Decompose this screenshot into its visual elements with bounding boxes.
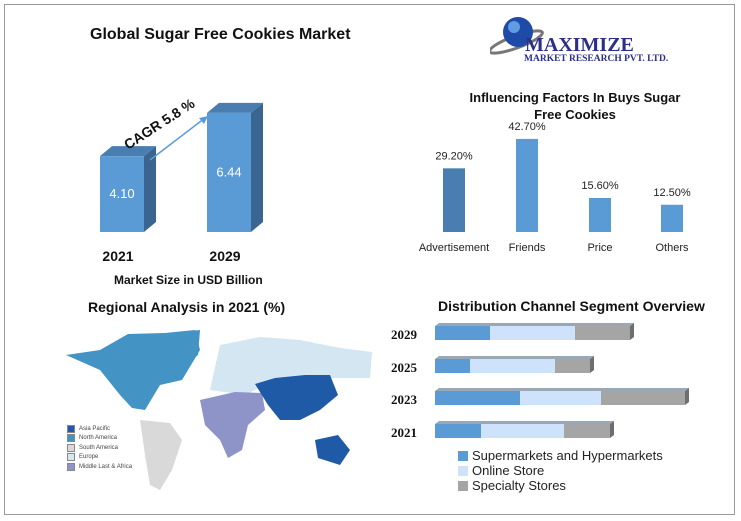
map-legend-item: Europe bbox=[67, 453, 132, 463]
data-label: 15.60% bbox=[581, 180, 619, 192]
bar-segment bbox=[435, 391, 520, 405]
legend-label: North America bbox=[79, 435, 118, 442]
bar bbox=[207, 112, 251, 232]
map-europe-russia bbox=[210, 337, 372, 395]
legend-swatch bbox=[67, 443, 75, 452]
bar-side bbox=[630, 323, 634, 340]
legend-swatch bbox=[458, 450, 468, 461]
tick-label: 2021 bbox=[102, 248, 133, 264]
tick-label: 2023 bbox=[391, 392, 418, 407]
bar-top bbox=[435, 421, 614, 424]
bar-top bbox=[435, 388, 689, 391]
bar-segment bbox=[575, 326, 630, 340]
arrow-head bbox=[199, 116, 208, 124]
cagr-arrow bbox=[149, 117, 206, 161]
map-legend-item: Middle Last & Africa bbox=[67, 462, 132, 472]
legend-label: Online Store bbox=[472, 463, 545, 478]
bar-segment bbox=[555, 359, 590, 373]
bar-side bbox=[251, 102, 263, 232]
map-legend-item: North America bbox=[67, 434, 132, 444]
legend-swatch bbox=[67, 424, 75, 433]
map-asia bbox=[255, 375, 338, 420]
legend-label: South America bbox=[79, 444, 119, 451]
legend-label: Europe bbox=[79, 454, 99, 461]
bar-segment bbox=[435, 424, 481, 438]
bar-segment bbox=[520, 391, 601, 405]
bar bbox=[516, 138, 538, 232]
legend-label: Asia Pacific bbox=[79, 425, 111, 432]
bar-side bbox=[685, 388, 689, 405]
bar bbox=[100, 156, 144, 232]
map-africa-me bbox=[200, 392, 265, 458]
market-chart-xlabel: Market Size in USD Billion bbox=[114, 273, 263, 287]
bar-segment bbox=[435, 326, 490, 340]
factors-chart-title: Influencing Factors In Buys Sugar Free C… bbox=[469, 90, 681, 122]
legend-swatch bbox=[458, 465, 468, 476]
bar-top bbox=[435, 323, 634, 326]
bar-top bbox=[207, 102, 263, 113]
legend-label: Supermarkets and Hypermarkets bbox=[472, 448, 663, 463]
bar-segment bbox=[601, 391, 685, 405]
distribution-chart-title: Distribution Channel Segment Overview bbox=[438, 298, 705, 314]
bar bbox=[443, 168, 465, 232]
legend-item: Supermarkets and Hypermarkets bbox=[458, 448, 663, 463]
legend-label: Middle Last & Africa bbox=[79, 463, 133, 470]
legend-swatch bbox=[67, 434, 75, 443]
map-south-america bbox=[140, 420, 182, 490]
bar-segment bbox=[564, 424, 610, 438]
bar-segment bbox=[481, 424, 564, 438]
distribution-legend: Supermarkets and Hypermarkets Online Sto… bbox=[458, 448, 663, 493]
bar bbox=[661, 204, 683, 232]
map-north-america bbox=[66, 330, 200, 410]
map-legend-item: South America bbox=[67, 443, 132, 453]
legend-item: Specialty Stores bbox=[458, 478, 663, 493]
logo bbox=[488, 14, 550, 64]
legend-swatch bbox=[458, 480, 468, 491]
tick-label: Advertisement bbox=[419, 242, 489, 254]
bar-top bbox=[100, 146, 156, 157]
bar-segment bbox=[490, 326, 575, 340]
map-legend-item: Asia Pacific bbox=[67, 424, 132, 434]
data-label: 29.20% bbox=[435, 150, 473, 162]
tick-label: Friends bbox=[509, 242, 546, 254]
tick-label: Others bbox=[655, 242, 689, 254]
data-label: 42.70% bbox=[508, 121, 546, 133]
bar-segment bbox=[435, 359, 470, 373]
logo-subtitle: MARKET RESEARCH PVT. LTD. bbox=[524, 54, 669, 64]
map-australia bbox=[315, 435, 350, 465]
market-chart-title: Global Sugar Free Cookies Market bbox=[90, 26, 351, 43]
bar-side bbox=[610, 421, 614, 438]
legend-swatch bbox=[67, 453, 75, 462]
legend-swatch bbox=[67, 462, 75, 471]
globe-icon bbox=[488, 17, 544, 55]
tick-label: 2021 bbox=[391, 425, 417, 440]
tick-label: 2025 bbox=[391, 360, 418, 375]
logo-name: MAXIMIZE bbox=[525, 34, 634, 56]
tick-label: Price bbox=[587, 242, 612, 254]
map-greenland bbox=[168, 330, 200, 365]
bar-segment bbox=[470, 359, 555, 373]
bar-top bbox=[435, 356, 594, 359]
tick-label: 2029 bbox=[391, 327, 418, 342]
data-label: 12.50% bbox=[653, 187, 691, 199]
map-legend: Asia Pacific North America South America Eu… bbox=[67, 424, 132, 472]
map-title: Regional Analysis in 2021 (%) bbox=[88, 299, 286, 315]
bar-side bbox=[144, 146, 156, 232]
bar-side bbox=[590, 356, 594, 373]
frame-border bbox=[4, 4, 735, 515]
bar bbox=[589, 197, 611, 232]
data-label: 6.44 bbox=[216, 164, 241, 179]
legend-item: Online Store bbox=[458, 463, 663, 478]
tick-label: 2029 bbox=[209, 248, 240, 264]
data-label: 4.10 bbox=[109, 186, 134, 201]
legend-label: Specialty Stores bbox=[472, 478, 566, 493]
